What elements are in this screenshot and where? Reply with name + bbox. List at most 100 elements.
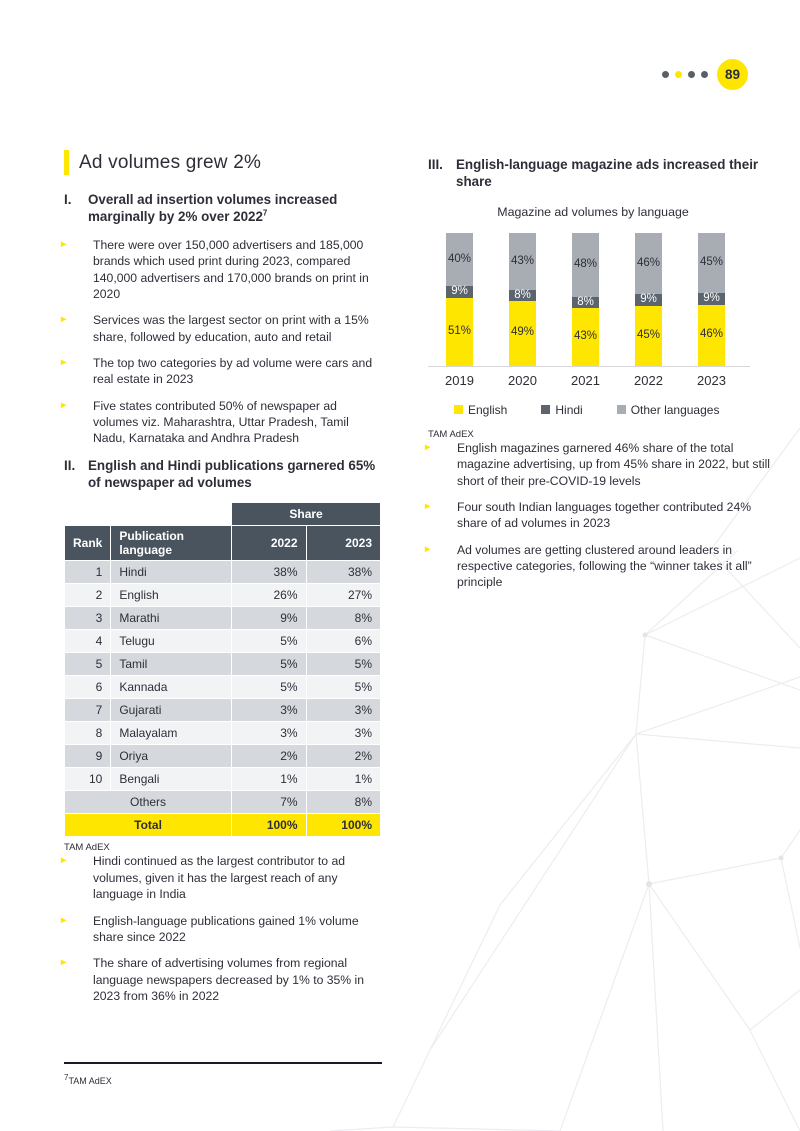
cell-2023: 2% <box>305 744 382 769</box>
bar-segment-other-languages: 46% <box>635 232 662 295</box>
cell-2023: 8% <box>305 606 382 631</box>
bullet-item: ► English magazines garnered 46% share of… <box>423 440 780 489</box>
cell-2023: 27% <box>305 583 382 608</box>
bar-segment-other-languages: 45% <box>698 232 725 293</box>
bullet-arrow-icon: ► <box>423 543 433 555</box>
bar-segment-english: 43% <box>572 308 599 366</box>
content-columns: Ad volumes grew 2% I. Overall ad inserti… <box>59 150 780 1014</box>
page-number: 89 <box>724 67 741 82</box>
bullet-text: The top two categories by ad volume were… <box>93 355 373 387</box>
bar-column-2022: 46% 9% 45% <box>617 232 680 366</box>
column-header-2023: 2023 <box>305 525 382 562</box>
legend-label: English <box>468 402 508 417</box>
section-2-heading-text: English and Hindi publications garnered … <box>88 457 376 491</box>
legend-item-other-languages: Other languages <box>616 403 719 417</box>
x-axis-label: 2019 <box>445 372 474 388</box>
cell-2022: 3% <box>231 721 307 746</box>
bullet-item: ► There were over 150,000 advertisers and… <box>59 237 381 302</box>
column-header-2022: 2022 <box>231 525 307 562</box>
x-axis-label: 2021 <box>571 372 600 388</box>
cell-rank: 2 <box>63 583 112 608</box>
footnote-divider <box>64 1062 382 1064</box>
bullet-item: ► Five states contributed 50% of newspape… <box>59 398 381 447</box>
section-3-heading: III. English-language magazine ads incre… <box>428 156 780 191</box>
cell-language: Marathi <box>110 606 233 631</box>
bullet-text: Five states contributed 50% of newspaper… <box>93 398 349 446</box>
section-3-bullets: ► English magazines garnered 46% share of… <box>423 440 780 591</box>
table-row: 6 Kannada 5% 5% <box>63 675 382 700</box>
cell-2022: 38% <box>231 560 307 585</box>
cell-2022: 9% <box>231 606 307 631</box>
cell-language: Tamil <box>110 652 233 677</box>
table-row: 7 Gujarati 3% 3% <box>63 698 382 723</box>
table-row: 8 Malayalam 3% 3% <box>63 721 382 746</box>
others-row: Others 7% 8% <box>63 790 382 815</box>
cell-language: Gujarati <box>110 698 233 723</box>
x-axis-label: 2023 <box>697 372 726 388</box>
bar-segment-hindi: 9% <box>698 292 725 305</box>
table-source: TAM AdEX <box>64 842 110 854</box>
cell-label: Others <box>63 790 233 815</box>
cell-rank: 1 <box>63 560 112 585</box>
pagination-dot <box>662 71 669 78</box>
table-row: 9 Oriya 2% 2% <box>63 744 382 769</box>
cell-2022: 3% <box>231 698 307 723</box>
bullet-arrow-icon: ► <box>59 356 69 368</box>
bar-segment-other-languages: 48% <box>572 232 599 298</box>
cell-2023: 5% <box>305 652 382 677</box>
cell-2023: 8% <box>305 790 382 815</box>
cell-2023: 1% <box>305 767 382 792</box>
right-column: III. English-language magazine ads incre… <box>423 150 780 1014</box>
table-row: 10 Bengali 1% 1% <box>63 767 382 792</box>
cell-2022: 5% <box>231 629 307 654</box>
x-axis-label: 2022 <box>634 372 663 388</box>
bar-segment-other-languages: 40% <box>446 232 473 287</box>
footnote-reference: 7 <box>262 208 268 218</box>
cell-language: English <box>110 583 233 608</box>
footnote-number: 7 <box>64 1073 69 1082</box>
pagination-dot <box>688 71 695 78</box>
cell-language: Malayalam <box>110 721 233 746</box>
bar-segment-english: 51% <box>446 298 473 366</box>
cell-rank: 9 <box>63 744 112 769</box>
section-3-numeral: III. <box>428 157 443 172</box>
footnote-text: TAM AdEX <box>68 1076 112 1086</box>
bullet-text: There were over 150,000 advertisers and … <box>93 237 369 301</box>
bullet-item: ► Ad volumes are getting clustered around… <box>423 542 780 591</box>
legend-label: Hindi <box>555 402 583 417</box>
stacked-bar-2021: 48% 8% 43% <box>572 232 599 366</box>
cell-rank: 6 <box>63 675 112 700</box>
bullet-item: ► Four south Indian languages together co… <box>423 499 780 532</box>
title-accent-bar <box>64 150 69 175</box>
bullet-text: Four south Indian languages together con… <box>457 499 752 531</box>
page-number-badge: 89 <box>717 59 748 90</box>
legend-swatch-icon <box>616 405 626 415</box>
bar-column-2023: 45% 9% 46% <box>680 232 743 366</box>
cell-2023: 6% <box>305 629 382 654</box>
cell-language: Oriya <box>110 744 233 769</box>
chart-bars: 40% 9% 51% 43% 8% 49% 48% 8% 43% 46% 9% 45% 45% 9% 46% <box>428 232 758 366</box>
bullet-text: Services was the largest sector on print… <box>93 313 369 344</box>
cell-2022: 7% <box>231 790 307 815</box>
table-row: 4 Telugu 5% 6% <box>63 629 382 654</box>
page-header: 89 <box>662 59 748 90</box>
section-1-heading-text: Overall ad insertion volumes increased m… <box>88 192 338 225</box>
cell-label: Total <box>63 813 233 838</box>
x-axis-label: 2020 <box>508 372 537 388</box>
bullet-arrow-icon: ► <box>423 500 433 512</box>
bar-segment-hindi: 8% <box>509 289 536 301</box>
bullet-arrow-icon: ► <box>423 441 433 453</box>
table-header-spacer <box>63 502 233 527</box>
cell-language: Bengali <box>110 767 233 792</box>
cell-rank: 4 <box>63 629 112 654</box>
bullet-arrow-icon: ► <box>59 914 69 926</box>
stacked-bar-2020: 43% 8% 49% <box>509 232 536 366</box>
cell-language: Kannada <box>110 675 233 700</box>
bar-segment-hindi: 8% <box>572 296 599 309</box>
bullet-item: ► Services was the largest sector on prin… <box>59 312 381 345</box>
bullet-text: The share of advertising volumes from re… <box>93 956 365 1003</box>
cell-2023: 5% <box>305 675 382 700</box>
section-2-heading: II. English and Hindi publications garne… <box>64 457 381 492</box>
bullet-arrow-icon: ► <box>59 957 69 969</box>
